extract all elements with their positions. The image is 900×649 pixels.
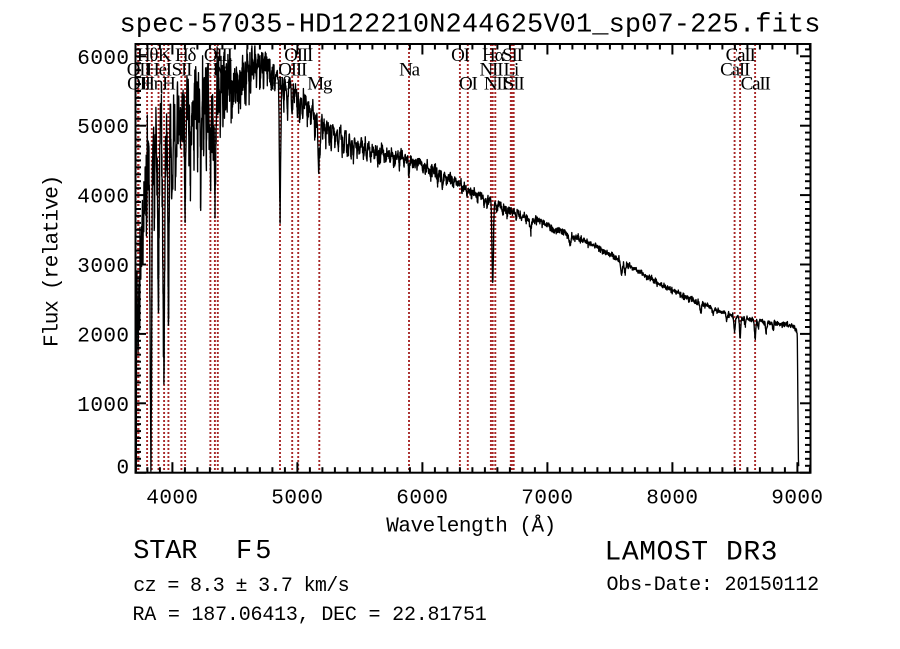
svg-text:NII: NII [484, 74, 508, 95]
svg-text:OI: OI [451, 45, 470, 66]
svg-text:6000: 6000 [396, 488, 448, 511]
svg-text:STAR: STAR [133, 537, 197, 567]
svg-text:CaII: CaII [720, 60, 750, 81]
svg-text:H: H [162, 74, 176, 95]
svg-text:spec-57035-HD122210N244625V01_: spec-57035-HD122210N244625V01_sp07-225.f… [119, 11, 820, 41]
svg-text:4000: 4000 [146, 488, 198, 511]
svg-text:Flux (relative): Flux (relative) [41, 176, 64, 347]
svg-text:LAMOST DR3: LAMOST DR3 [605, 537, 779, 568]
svg-text:Wavelength (Å): Wavelength (Å) [386, 516, 555, 539]
svg-text:9000: 9000 [771, 488, 823, 511]
svg-text:OIII: OIII [204, 45, 233, 66]
svg-text:CaII: CaII [726, 45, 756, 66]
svg-text:SII: SII [172, 60, 192, 81]
svg-text:0: 0 [116, 457, 129, 480]
svg-text:OI: OI [459, 74, 478, 95]
svg-text:4000: 4000 [77, 187, 129, 210]
svg-text:5000: 5000 [77, 117, 129, 140]
svg-text:SII: SII [504, 74, 524, 95]
svg-text:2000: 2000 [77, 325, 129, 348]
svg-text:NII: NII [480, 60, 504, 81]
svg-text:SII: SII [502, 45, 522, 66]
svg-text:Hα: Hα [482, 45, 505, 66]
svg-text:F5: F5 [236, 537, 274, 567]
svg-text:3000: 3000 [77, 256, 129, 279]
svg-text:Li: Li [504, 60, 519, 81]
svg-text:Hδ: Hδ [175, 45, 197, 66]
svg-text:1000: 1000 [77, 395, 129, 418]
svg-text:8000: 8000 [646, 488, 698, 511]
svg-text:6000: 6000 [77, 48, 129, 71]
svg-text:OIII: OIII [284, 45, 313, 66]
svg-text:Hθ: Hθ [137, 45, 159, 66]
svg-text:HeI: HeI [146, 60, 172, 81]
svg-text:Na: Na [399, 60, 421, 81]
svg-text:7000: 7000 [521, 488, 573, 511]
svg-text:K: K [158, 45, 172, 66]
svg-text:cz = 8.3 ± 3.7 km/s: cz = 8.3 ± 3.7 km/s [133, 575, 349, 598]
svg-text:Obs-Date: 20150112: Obs-Date: 20150112 [607, 574, 819, 597]
svg-text:RA = 187.06413, DEC = 22.8175: RA = 187.06413, DEC = 22.81751 [133, 604, 487, 627]
svg-text:Hη: Hη [141, 74, 163, 95]
svg-text:5000: 5000 [271, 488, 323, 511]
svg-text:Mg: Mg [307, 74, 333, 95]
svg-text:OIII: OIII [278, 60, 307, 81]
svg-text:CaII: CaII [741, 74, 771, 95]
